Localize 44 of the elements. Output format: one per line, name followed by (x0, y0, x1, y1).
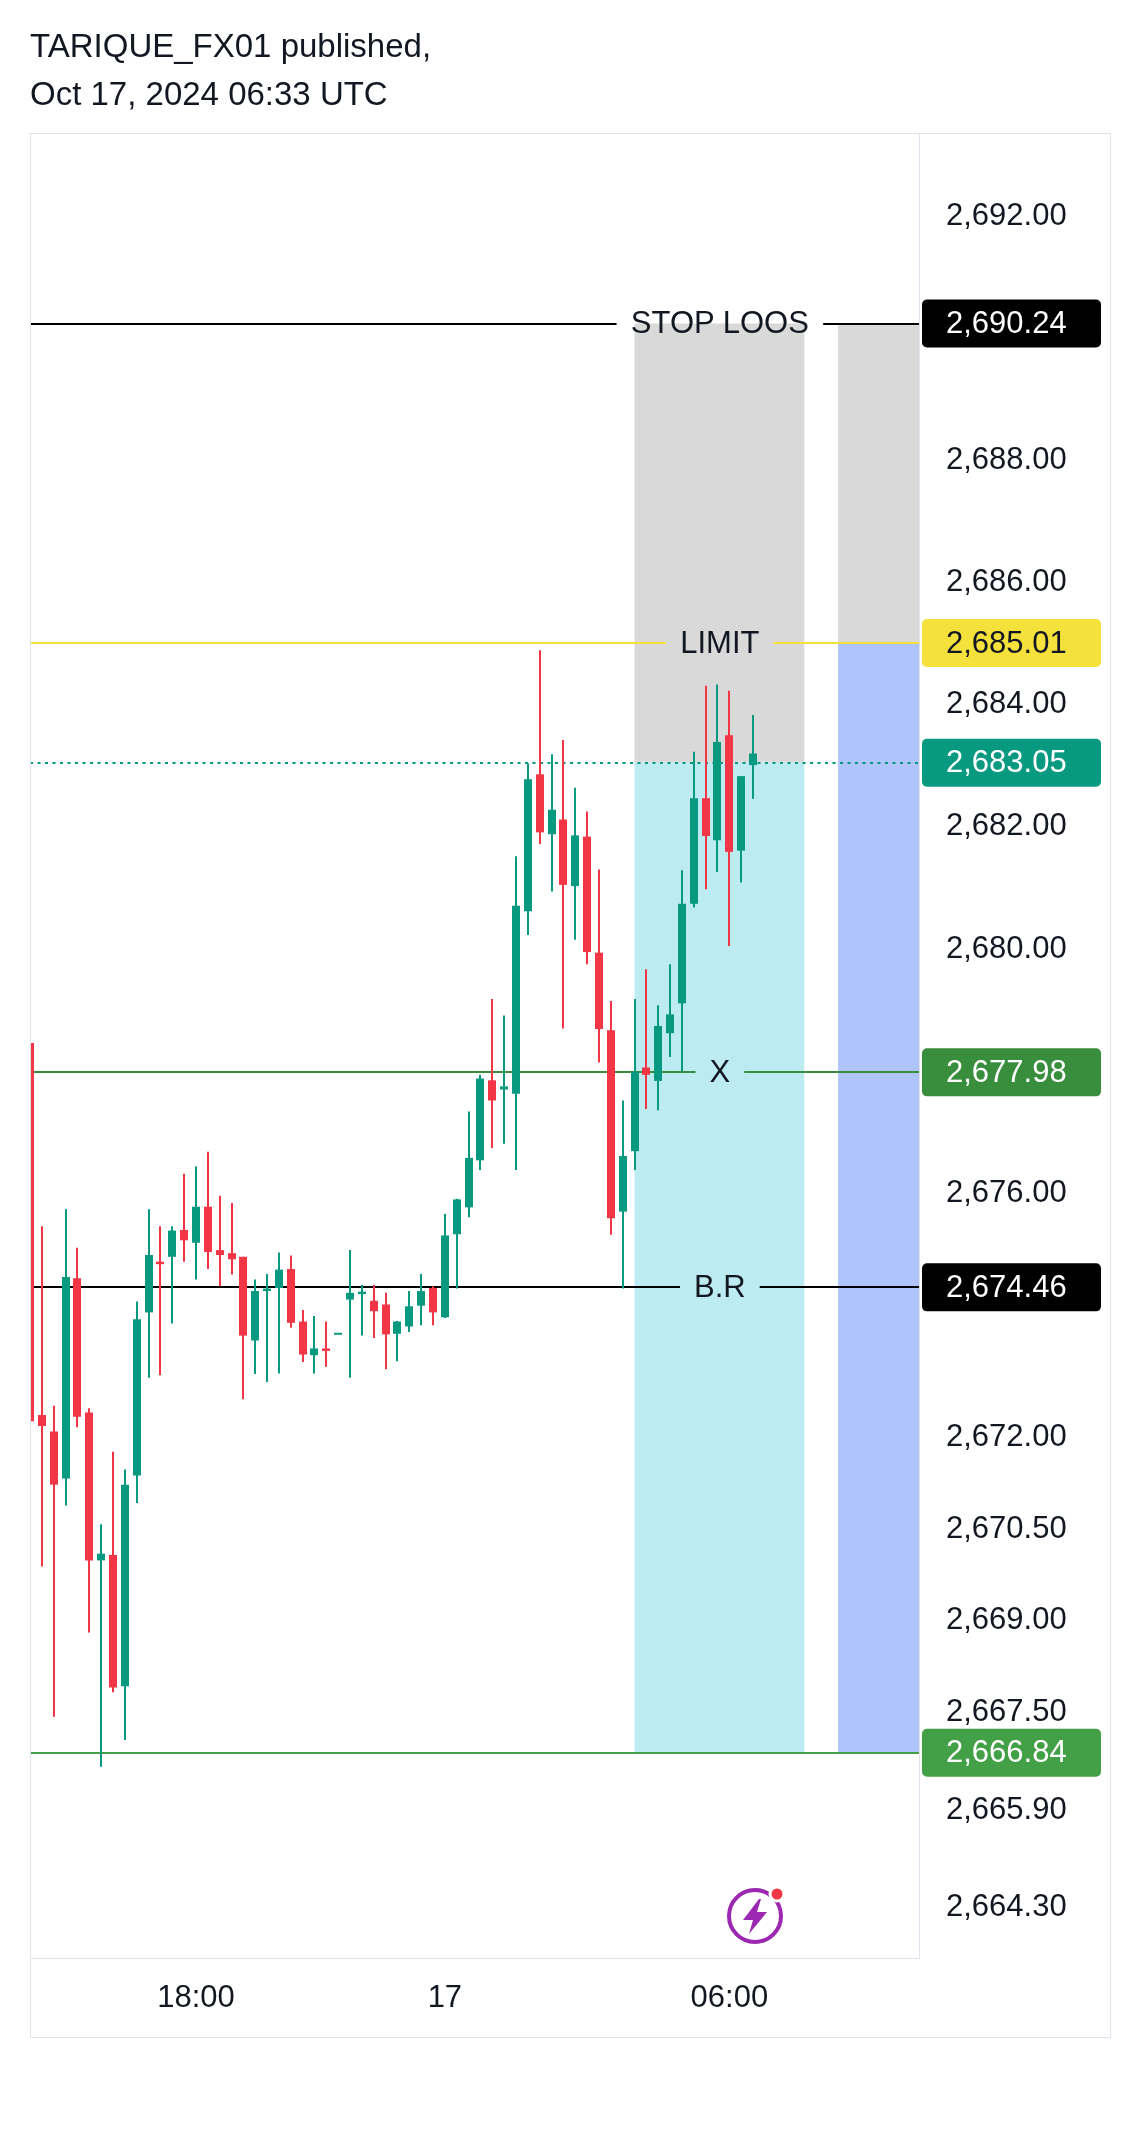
y-tick-label: 2,664.30 (946, 1888, 1067, 1924)
candlestick (500, 1014, 508, 1145)
y-tick-label: 2,684.00 (946, 685, 1067, 721)
y-tick-label: 2,667.50 (946, 1693, 1067, 1729)
ref-line-label: 2,674.46 (946, 1268, 1067, 1304)
y-tick-label: 2,669.00 (946, 1601, 1067, 1637)
y-tick-label: 2,688.00 (946, 440, 1067, 476)
annotation: X (709, 1053, 731, 1089)
candlestick (666, 963, 674, 1059)
annotation: B.R (694, 1268, 746, 1304)
chart-subtitle: Oct 17, 2024 06:33 UTC (30, 74, 389, 114)
y-tick-label: 2,670.50 (946, 1509, 1067, 1545)
y-tick-label: 2,686.00 (946, 563, 1067, 599)
ref-line-label: 2,677.98 (946, 1053, 1067, 1089)
y-tick-label: 2,680.00 (946, 929, 1067, 965)
candlestick (393, 1319, 401, 1363)
y-tick-label: 2,682.00 (946, 807, 1067, 843)
ref-line-label: 2,690.24 (946, 305, 1067, 341)
candlestick (642, 968, 650, 1111)
candlestick (417, 1272, 425, 1327)
x-tick-label: 18:00 (157, 1979, 235, 2015)
ref-line-label: 2,685.01 (946, 624, 1067, 660)
candlestick (310, 1315, 318, 1375)
candlestick (38, 1225, 46, 1568)
annotation: STOP LOOS (630, 305, 809, 341)
annotation: LIMIT (680, 624, 760, 660)
candlestick (488, 998, 496, 1150)
x-tick-label: 17 (427, 1979, 463, 2015)
ref-line-label: 2,666.84 (946, 1734, 1067, 1770)
y-tick-label: 2,665.90 (946, 1790, 1067, 1826)
candlestick (216, 1194, 224, 1288)
candlestick (370, 1283, 378, 1340)
candlestick (405, 1290, 413, 1333)
y-tick-label: 2,692.00 (946, 196, 1067, 232)
x-tick-label: 06:00 (690, 1979, 769, 2015)
y-tick-label: 2,676.00 (946, 1173, 1067, 1209)
candlestick (180, 1172, 188, 1263)
ref-line-label: 2,683.05 (946, 744, 1067, 780)
y-tick-label: 2,672.00 (946, 1418, 1067, 1454)
candlestick (346, 1249, 354, 1379)
chart-title: TARIQUE_FX01 published, (30, 26, 432, 66)
candlestick (228, 1202, 236, 1276)
candlestick (275, 1251, 283, 1375)
candlestick (322, 1320, 330, 1368)
